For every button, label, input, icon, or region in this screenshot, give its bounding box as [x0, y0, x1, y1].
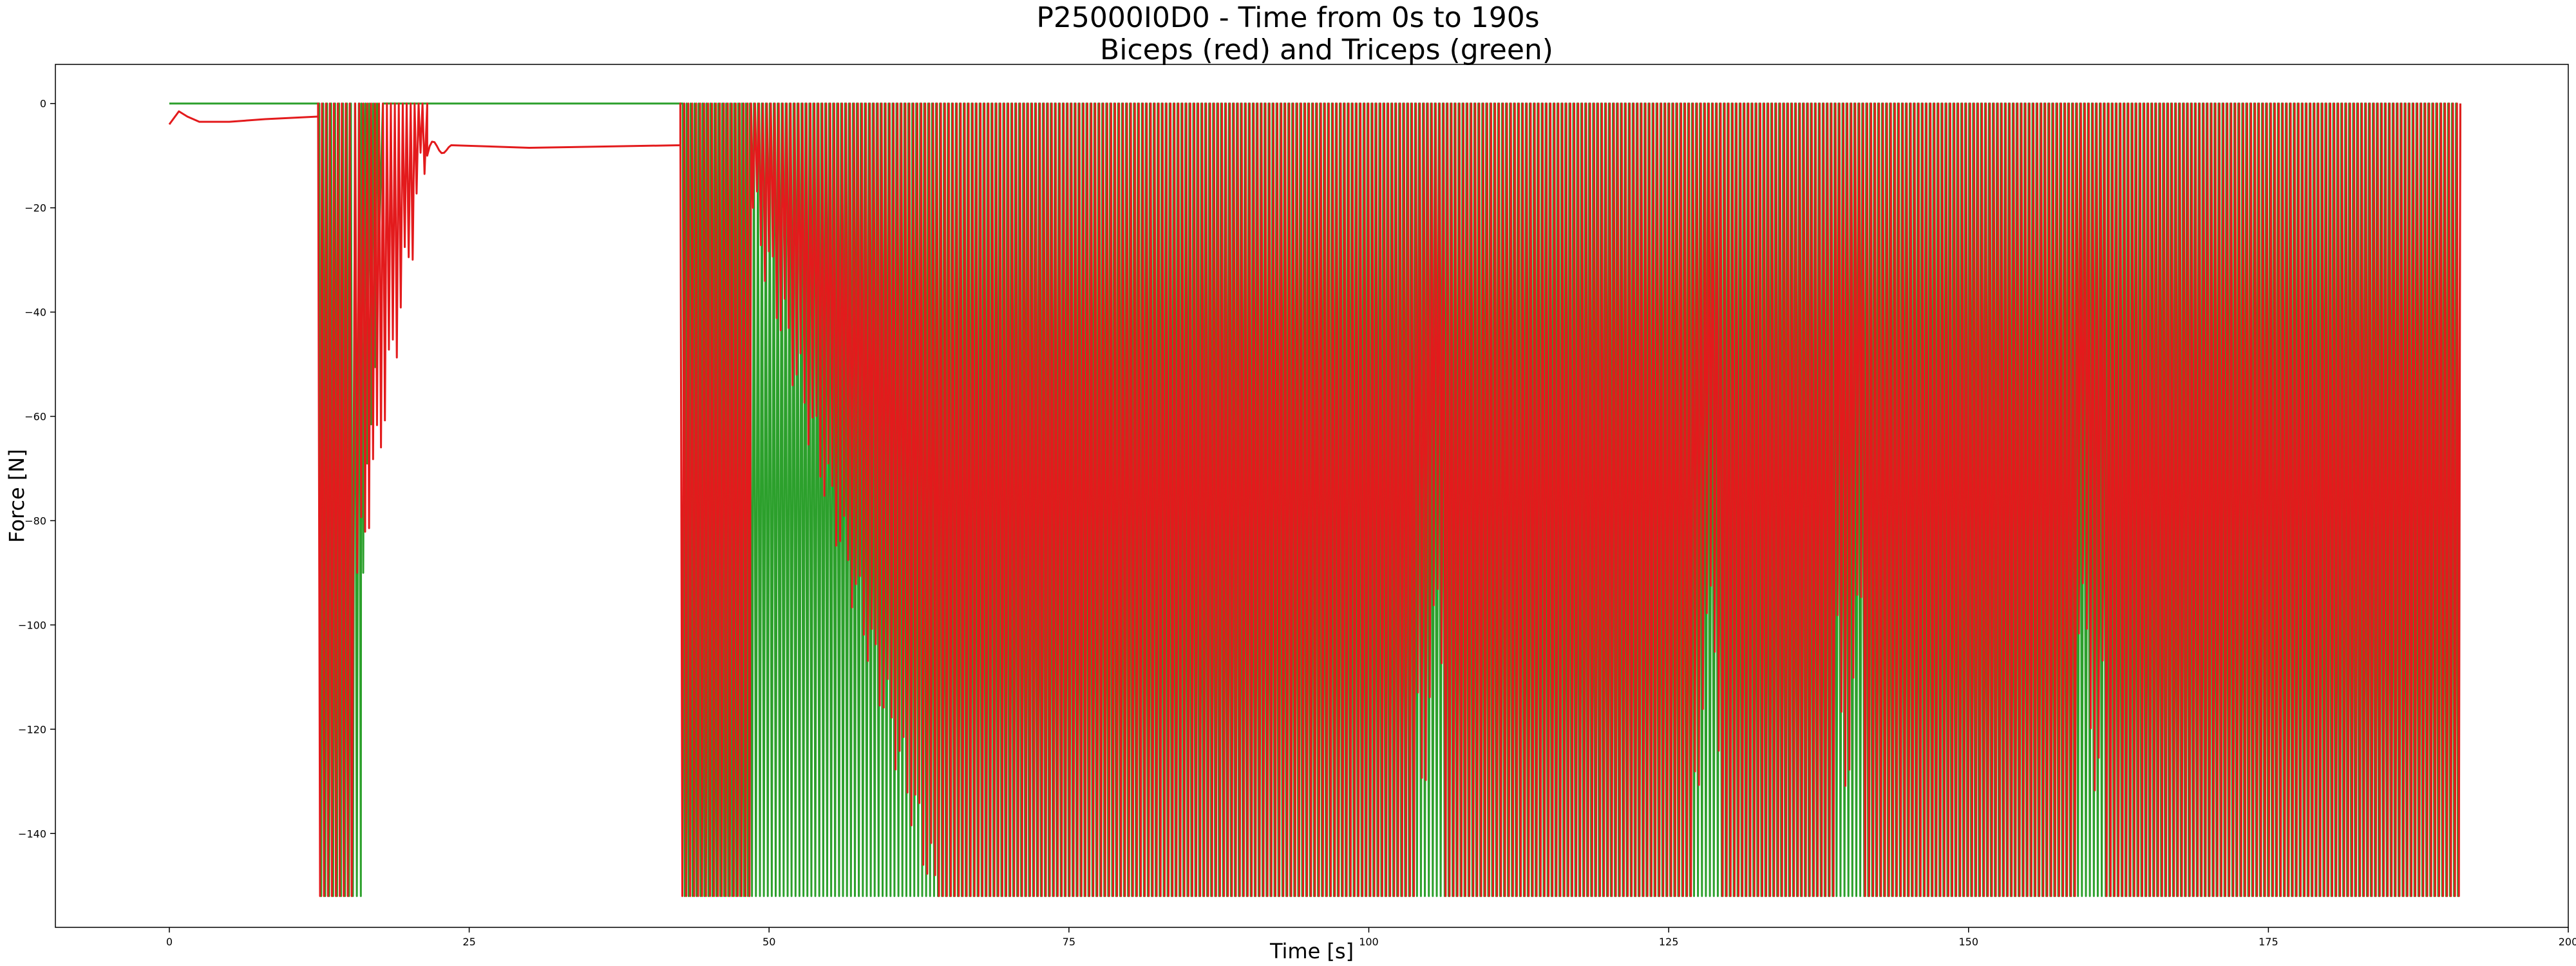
series-layer [168, 102, 2461, 897]
x-tick-label: 125 [1659, 936, 1679, 948]
y-tick-label: −20 [24, 202, 46, 214]
x-tick-label: 50 [762, 936, 775, 948]
x-tick-label: 150 [1958, 936, 1978, 948]
y-tick-label: −40 [24, 307, 46, 319]
x-tick-label: 25 [462, 936, 475, 948]
chart-title: P25000I0D0 - Time from 0s to 190s [1036, 1, 1540, 34]
y-tick-label: −120 [18, 723, 46, 735]
y-tick-label: −140 [18, 828, 46, 840]
x-tick-label: 175 [2259, 936, 2278, 948]
y-tick-label: −80 [24, 515, 46, 527]
chart-subtitle: Biceps (red) and Triceps (green) [1100, 33, 1553, 66]
x-tick-label: 75 [1063, 936, 1075, 948]
series-biceps-line [168, 102, 2461, 897]
x-tick-label: 200 [2559, 936, 2576, 948]
y-tick-label: 0 [40, 98, 46, 110]
y-tick-label: −60 [24, 411, 46, 423]
x-axis-label: Time [s] [1269, 939, 1354, 963]
y-tick-label: −100 [18, 619, 46, 631]
x-tick-label: 0 [166, 936, 173, 948]
plot-frame [55, 64, 2569, 928]
x-tick-label: 100 [1359, 936, 1379, 948]
y-axis-label: Force [N] [5, 449, 29, 543]
ticks-layer: 0 25 50 75 100 125 150 175 200 0 −20 −40 −60 −80 −100 −… [18, 98, 2576, 948]
